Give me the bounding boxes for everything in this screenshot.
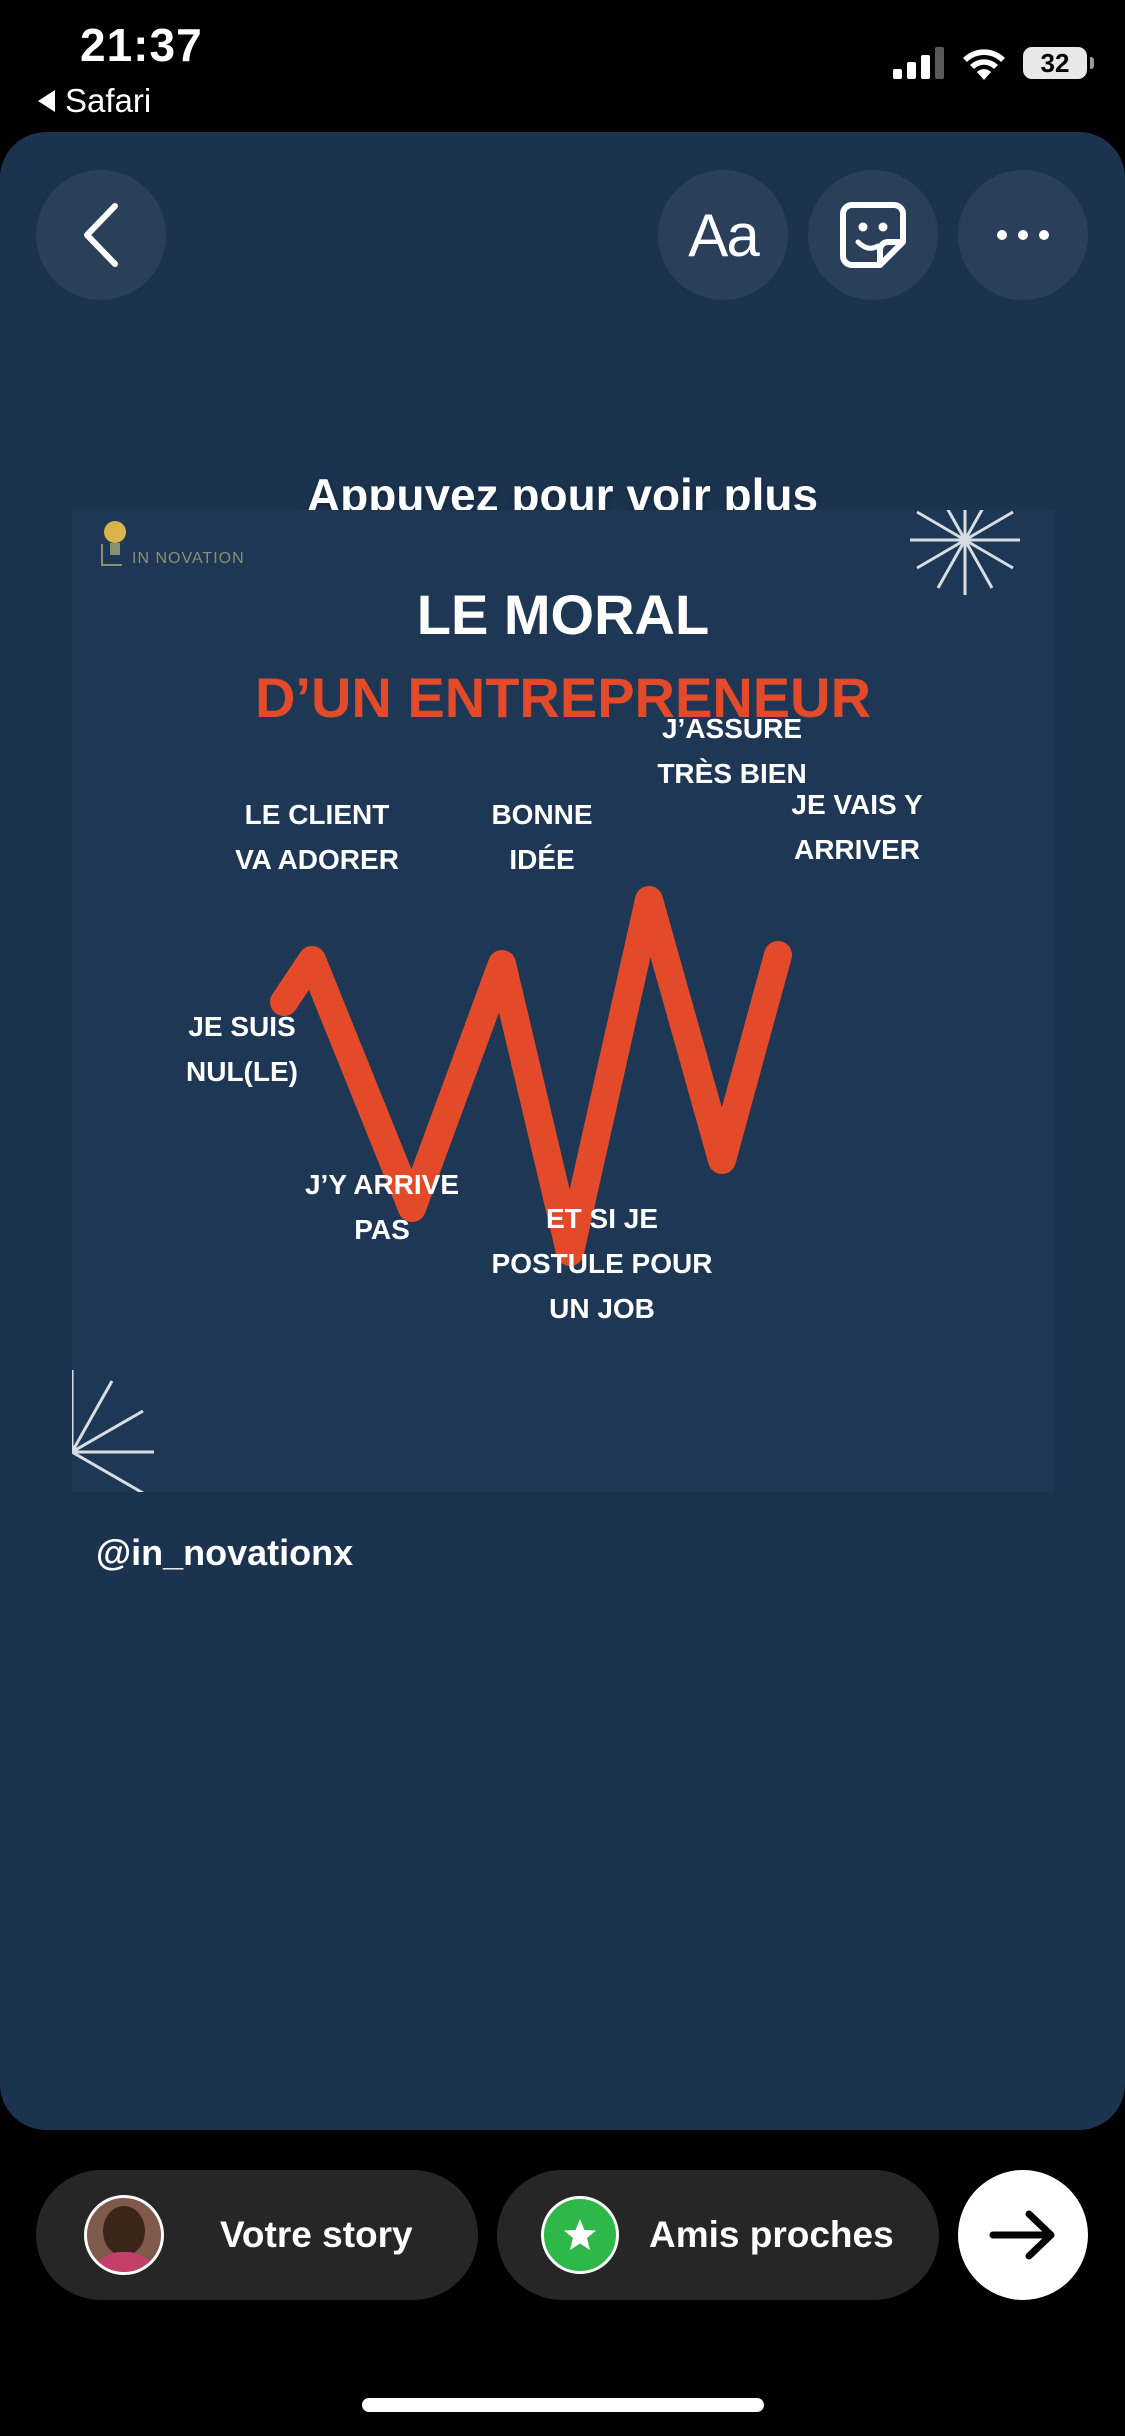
avatar-shirt (91, 2252, 157, 2272)
label-line: J’ASSURE (661, 713, 803, 744)
label-line: JE VAIS Y (791, 789, 923, 820)
label-vais-arriver: JE VAIS Y ARRIVER (732, 782, 982, 872)
label-line: BONNE (491, 799, 593, 830)
text-tool-label: Aa (688, 201, 759, 269)
status-bar: 21:37 Safari 32 (0, 0, 1125, 130)
back-app-label: Safari (65, 82, 152, 119)
close-friends-button[interactable]: Amis proches (497, 2170, 939, 2300)
battery-level: 32 (1040, 47, 1070, 78)
sticker-icon (840, 202, 906, 268)
status-time: 21:37 (80, 19, 203, 71)
star-icon (541, 2196, 619, 2274)
label-line: VA ADORER (235, 844, 399, 875)
status-indicators: 32 (893, 46, 1094, 80)
label-line: UN JOB (549, 1293, 655, 1324)
your-story-button[interactable]: Votre story (36, 2170, 478, 2300)
label-line: ET SI JE (545, 1203, 659, 1234)
label-line: LE CLIENT (244, 799, 390, 830)
back-to-safari[interactable]: Safari (38, 82, 151, 120)
close-friends-label: Amis proches (649, 2214, 894, 2255)
label-nul: JE SUIS NUL(LE) (142, 1004, 342, 1094)
post-logo-text: IN NOVATION (132, 550, 245, 567)
back-chevron-icon (84, 203, 118, 267)
label-arrive-pas: J’Y ARRIVE PAS (262, 1162, 502, 1252)
label-line: ARRIVER (793, 834, 920, 865)
label-bonne-idee: BONNE IDÉE (432, 792, 652, 882)
post-title-line2: D’UN ENTREPRENEUR (254, 666, 872, 729)
label-line: NUL(LE) (186, 1056, 298, 1087)
label-assure: J’ASSURE TRÈS BIEN (552, 706, 912, 796)
battery-icon: 32 (1023, 47, 1094, 79)
avatar-head (103, 2206, 145, 2256)
label-line: J’Y ARRIVE (304, 1169, 460, 1200)
back-triangle-icon (38, 90, 55, 112)
label-line: JE SUIS (188, 1011, 296, 1042)
label-line: TRÈS BIEN (657, 758, 807, 789)
post-title-line1: LE MORAL (416, 583, 710, 646)
post-graphics (72, 510, 1020, 1492)
more-button[interactable] (958, 170, 1088, 300)
send-button[interactable] (958, 2170, 1088, 2300)
label-line: IDÉE (509, 844, 575, 875)
text-tool-button[interactable]: Aa (658, 170, 788, 300)
label-client: LE CLIENT VA ADORER (192, 792, 442, 882)
post-author-handle[interactable]: @in_novationx (96, 1532, 354, 1573)
more-icon (997, 230, 1049, 240)
home-indicator[interactable] (362, 2398, 764, 2412)
avatar (84, 2195, 164, 2275)
shared-post[interactable]: IN NOVATION LE MORAL D’UN ENTREPRENEUR L… (72, 510, 1054, 1492)
your-story-label: Votre story (220, 2214, 413, 2255)
arrow-right-icon (989, 2210, 1055, 2260)
label-line: POSTULE POUR (491, 1248, 713, 1279)
sticker-button[interactable] (808, 170, 938, 300)
sunburst-top-right-icon (910, 510, 1020, 595)
sunburst-bottom-left-icon (72, 1370, 154, 1492)
label-line: PAS (354, 1214, 410, 1245)
back-button[interactable] (36, 170, 166, 300)
mood-wave (270, 886, 792, 1266)
signal-icon (893, 47, 944, 79)
wifi-icon (963, 49, 1005, 80)
bulb-logo-icon (101, 521, 126, 566)
label-postule-job: ET SI JE POSTULE POUR UN JOB (452, 1196, 752, 1331)
